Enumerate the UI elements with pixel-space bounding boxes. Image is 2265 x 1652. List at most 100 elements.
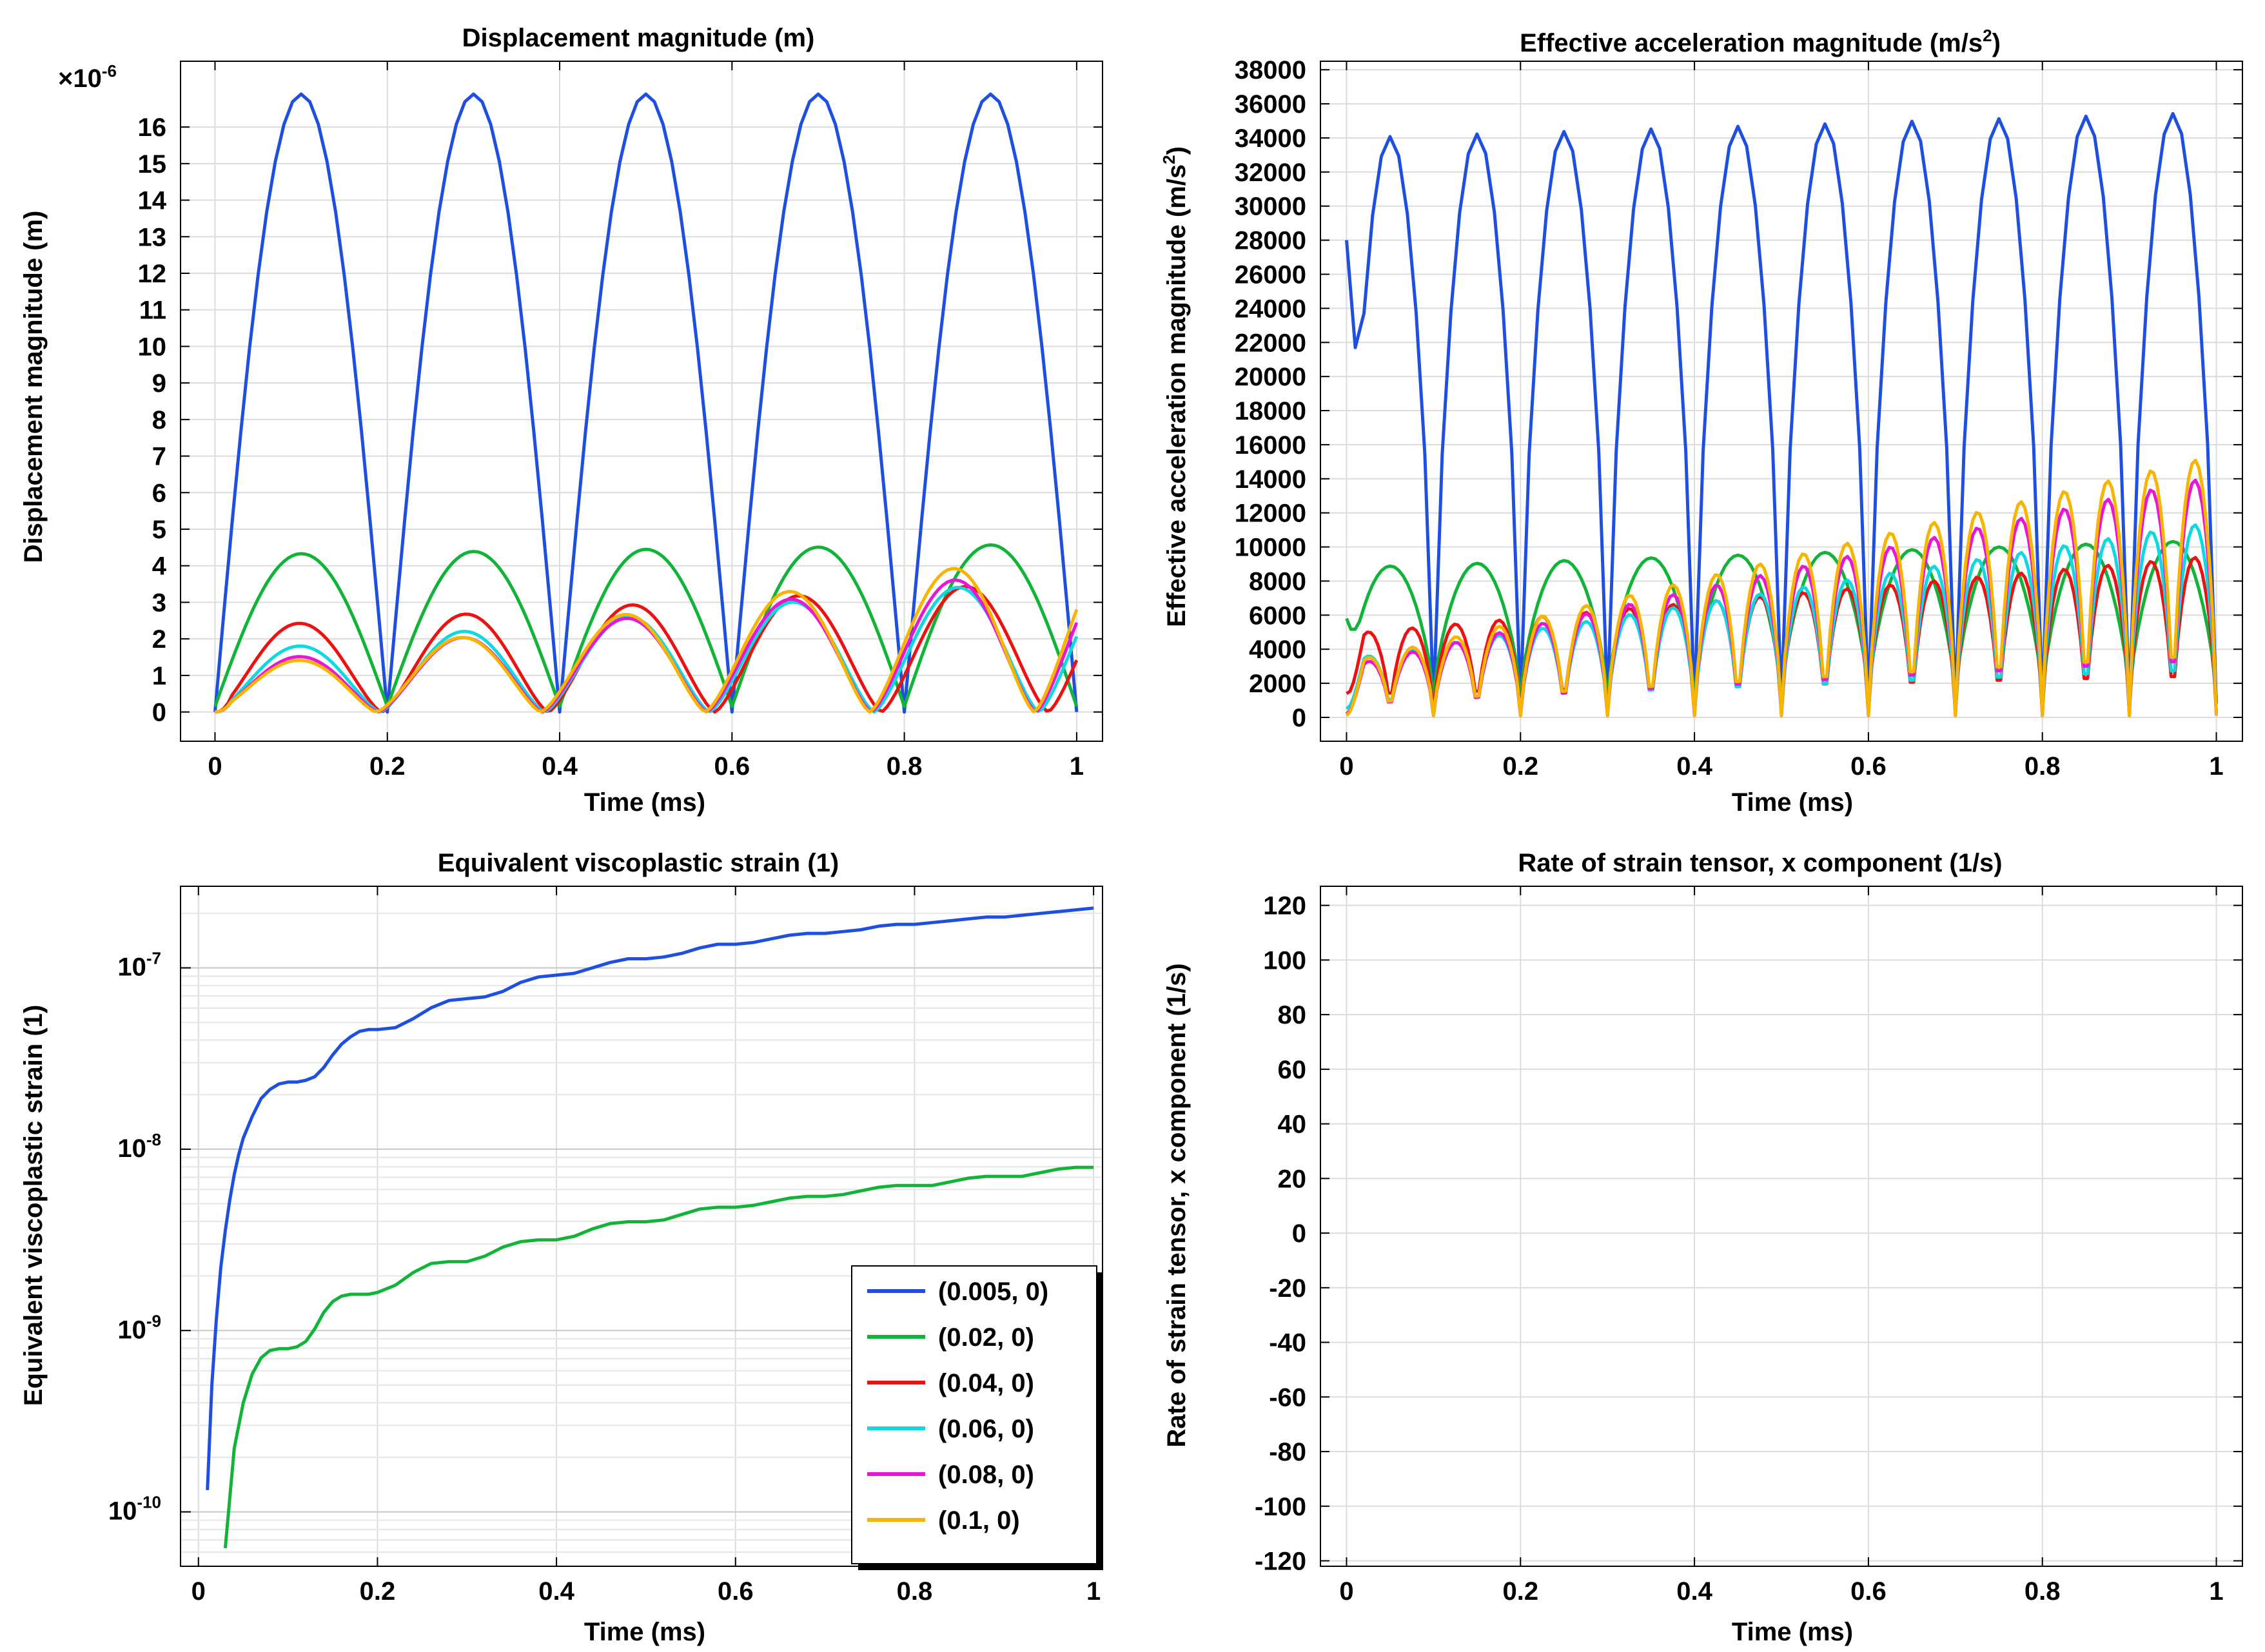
displacement-xlabel: Time (ms)	[584, 788, 705, 817]
x-tick-label: 0.4	[1676, 1577, 1712, 1606]
viscoplastic-ylabel: Equivalent viscoplastic strain (1)	[19, 1005, 48, 1406]
strainrate-xlabel: Time (ms)	[1732, 1618, 1853, 1646]
displacement-grid	[181, 61, 1103, 741]
y-tick-label: 20000	[1235, 363, 1306, 391]
series-line-(0.1, 0)	[215, 567, 1079, 714]
x-tick-label: 0.8	[887, 752, 923, 781]
y-tick-label: 2	[152, 625, 166, 654]
y-tick-label: -40	[1269, 1329, 1306, 1357]
y-tick-label: 5	[152, 516, 166, 544]
y-tick-label: 7	[152, 443, 166, 471]
viscoplastic-x-ticks: 0 0.2 0.4 0.6 0.8 1	[191, 886, 1101, 1606]
displacement-plot-frame	[180, 61, 1103, 742]
legend-label: (0.1, 0)	[938, 1506, 1020, 1535]
y-tick-label: 36000	[1235, 90, 1306, 119]
acceleration-xlabel: Time (ms)	[1732, 788, 1853, 817]
acceleration-plot-frame	[1320, 61, 2243, 742]
x-tick-label: 0.2	[1502, 1577, 1538, 1606]
x-tick-label: 0.8	[2025, 1577, 2061, 1606]
y-tick-label: 24000	[1235, 295, 1306, 323]
displacement-chart: Displacement magnitude (m) 0123456789101…	[19, 24, 1103, 817]
y-tick-label: 10-9	[117, 1311, 161, 1344]
x-tick-label: 0.4	[538, 1577, 574, 1606]
x-tick-label: 1	[2209, 1577, 2223, 1606]
strainrate-ylabel: Rate of strain tensor, x component (1/s)	[1162, 963, 1191, 1447]
viscoplastic-plot-frame	[180, 886, 1103, 1567]
x-tick-label: 0.6	[714, 752, 750, 781]
y-tick-label: 2000	[1249, 670, 1306, 698]
displacement-x-ticks: 0 0.2 0.4 0.6 0.8 1	[208, 61, 1084, 781]
viscoplastic-xlabel: Time (ms)	[584, 1618, 705, 1646]
x-tick-label: 1	[1070, 752, 1084, 781]
y-tick-label: 10	[138, 333, 167, 361]
y-tick-label: 14000	[1235, 465, 1306, 494]
x-tick-label: 0	[191, 1577, 206, 1606]
x-tick-label: 0.2	[1502, 752, 1538, 781]
y-tick-label: 0	[152, 699, 166, 727]
x-tick-label: 0.2	[360, 1577, 396, 1606]
x-tick-label: 0.2	[369, 752, 406, 781]
y-tick-label: 100	[1263, 946, 1306, 975]
y-tick-label: 14	[138, 187, 167, 215]
x-tick-label: 0	[1339, 752, 1353, 781]
y-tick-label: 0	[1292, 704, 1306, 732]
acceleration-title: Effective acceleration magnitude (m/s2)	[1520, 26, 2001, 57]
strainrate-grid	[1320, 886, 2242, 1566]
displacement-multiplier: ×10-6	[58, 61, 117, 93]
legend-label: (0.04, 0)	[938, 1369, 1034, 1397]
legend-label: (0.02, 0)	[938, 1323, 1034, 1352]
y-tick-label: 3	[152, 588, 166, 617]
acceleration-series-group	[1345, 112, 2218, 717]
y-tick-label: 4000	[1249, 636, 1306, 664]
y-tick-label: 10-8	[117, 1130, 161, 1163]
y-tick-label: 120	[1263, 892, 1306, 920]
x-tick-label: 0	[1339, 1577, 1353, 1606]
y-tick-label: 10-10	[108, 1493, 161, 1526]
x-tick-label: 0.6	[718, 1577, 754, 1606]
viscoplastic-y-ticks: 10-10 10-9 10-8 10-7	[108, 949, 191, 1526]
strainrate-y-ticks: -120 -100 -80 -60 -40 -20 0 20 40 60 80 100 120	[1255, 892, 2242, 1576]
acceleration-ylabel: Effective acceleration magnitude (m/s2)	[1159, 146, 1191, 627]
y-tick-label: 6	[152, 479, 166, 507]
y-tick-label: 6000	[1249, 601, 1306, 630]
viscoplastic-series-group	[206, 906, 1094, 1549]
y-tick-label: 8000	[1249, 567, 1306, 596]
series-line-(0.04, 0)	[215, 585, 1079, 714]
y-tick-label: -80	[1269, 1438, 1306, 1466]
x-tick-label: 1	[1086, 1577, 1101, 1606]
y-tick-label: 34000	[1235, 124, 1306, 153]
y-tick-label: 60	[1278, 1056, 1307, 1084]
legend-items: (0.005, 0) (0.02, 0) (0.04, 0) (0.06, 0) (0.…	[867, 1278, 1048, 1535]
x-tick-label: 0.8	[897, 1577, 933, 1606]
acceleration-chart: Effective acceleration magnitude (m/s2) …	[1159, 26, 2243, 817]
y-tick-label: 16000	[1235, 431, 1306, 460]
legend-label: (0.06, 0)	[938, 1415, 1034, 1443]
y-tick-label: 4	[152, 552, 167, 581]
strainrate-title: Rate of strain tensor, x component (1/s)	[1518, 849, 2002, 877]
series-line-(0.02, 0)	[213, 543, 1079, 708]
legend-label: (0.005, 0)	[938, 1278, 1048, 1306]
y-tick-label: 10-7	[117, 949, 161, 982]
displacement-ylabel: Displacement magnitude (m)	[19, 211, 48, 563]
x-tick-label: 0.6	[1850, 752, 1887, 781]
y-tick-label: 12000	[1235, 500, 1306, 528]
legend: (0.005, 0) (0.02, 0) (0.04, 0) (0.06, 0) (0.…	[851, 1265, 1103, 1570]
displacement-series-group	[213, 92, 1079, 714]
y-tick-label: -100	[1255, 1493, 1306, 1521]
x-tick-label: 0.8	[2025, 752, 2061, 781]
strainrate-x-ticks: 0 0.2 0.4 0.6 0.8 1	[1339, 886, 2224, 1606]
y-tick-label: -20	[1269, 1274, 1306, 1303]
y-tick-label: -120	[1255, 1548, 1306, 1576]
x-tick-label: 0.6	[1850, 1577, 1887, 1606]
y-tick-label: 11	[139, 296, 166, 325]
y-tick-label: 28000	[1235, 227, 1306, 255]
y-tick-label: 32000	[1235, 159, 1306, 187]
x-tick-label: 0.4	[1676, 752, 1712, 781]
series-line-(0.1, 0)	[1345, 458, 2218, 717]
strainrate-chart: Rate of strain tensor, x component (1/s)…	[1162, 849, 2243, 1646]
y-tick-label: 16	[138, 113, 167, 142]
y-tick-label: 26000	[1235, 261, 1306, 289]
y-tick-label: 30000	[1235, 193, 1306, 221]
legend-box	[851, 1265, 1097, 1564]
